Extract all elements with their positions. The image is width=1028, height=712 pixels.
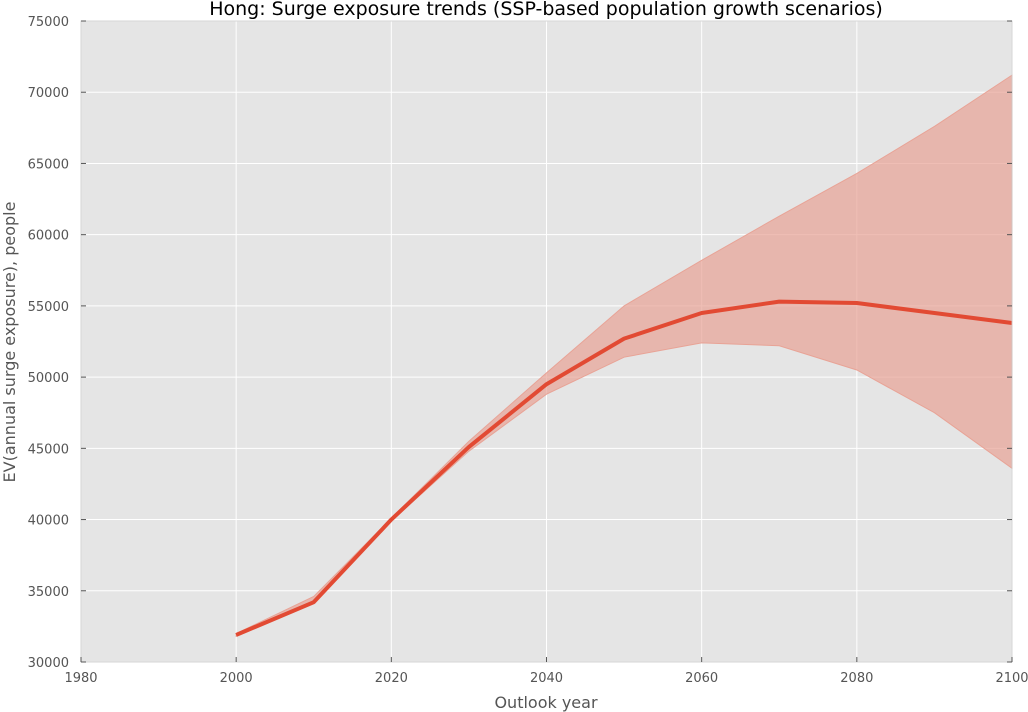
y-tick-label: 40000 [28, 514, 69, 529]
x-tick-label: 2100 [995, 671, 1028, 686]
y-tick-label: 35000 [28, 585, 69, 600]
median-exposure-line [235, 299, 1013, 637]
x-tick-label: 2000 [220, 671, 253, 686]
y-tick-label: 65000 [28, 157, 69, 172]
chart-title: Hong: Surge exposure trends (SSP-based p… [209, 0, 883, 20]
x-axis-ticks: 1980 2000 2020 2040 2060 2080 2100 [64, 657, 1028, 686]
x-tick-label: 1980 [64, 671, 97, 686]
x-tick-label: 2040 [530, 671, 563, 686]
y-tick-label: 70000 [28, 86, 69, 101]
x-tick-label: 2060 [685, 671, 718, 686]
x-tick-label: 2020 [375, 671, 408, 686]
y-axis-ticks: 30000 35000 40000 45000 50000 55000 60000 65000… [28, 15, 1012, 671]
y-axis-label: EV(annual surge exposure), people [0, 202, 19, 483]
x-tick-label: 2080 [840, 671, 873, 686]
y-tick-label: 30000 [28, 656, 69, 671]
y-tick-label: 50000 [28, 371, 69, 386]
y-tick-label: 60000 [28, 229, 69, 244]
y-tick-label: 75000 [28, 15, 69, 30]
y-tick-label: 55000 [28, 300, 69, 315]
x-axis-label: Outlook year [494, 693, 598, 712]
y-tick-label: 45000 [28, 442, 69, 457]
